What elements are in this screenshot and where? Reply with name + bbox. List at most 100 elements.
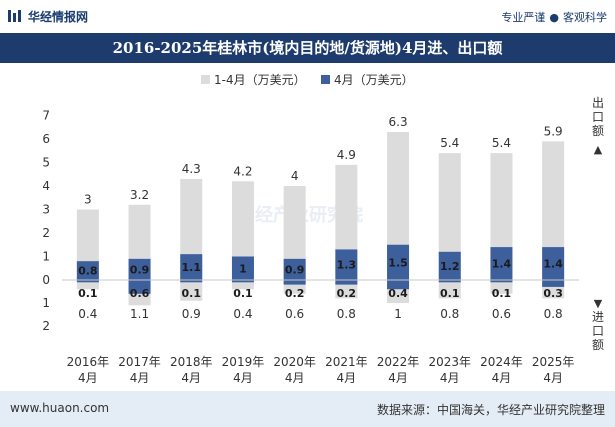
bullet-dot-icon: ●	[549, 11, 559, 24]
x-tick-label-month: 4月	[440, 371, 460, 385]
data-label-export-month: 1.4	[492, 258, 512, 271]
y-tick-label: 1	[42, 296, 50, 310]
data-label-export-month: 0.8	[78, 265, 98, 278]
bar-export-month	[128, 258, 151, 280]
x-tick-label-year: 2023年	[428, 355, 471, 369]
bar-export-cumulative	[542, 141, 565, 280]
bar-import-month	[387, 280, 410, 290]
bar-export-month	[490, 247, 513, 280]
data-label-export-cumulative: 4	[291, 169, 299, 183]
title-bar: 2016-2025年桂林市(境内目的地/货源地)4月进、出口额	[0, 33, 615, 63]
brand-name: 华经情报网	[28, 10, 89, 24]
data-label-import-month: 0.6	[130, 287, 150, 300]
bar-export-month	[283, 258, 306, 280]
data-label-export-cumulative: 3.2	[130, 188, 149, 202]
data-label-import-month: 0.2	[337, 287, 357, 300]
x-tick-label-year: 2018年	[170, 355, 213, 369]
data-label-import-month: 0.2	[285, 287, 305, 300]
bar-import-cumulative	[180, 280, 203, 301]
x-tick-label-month: 4月	[78, 371, 98, 385]
y-tick-label: 4	[42, 179, 50, 193]
bar-chart: 华经产业研究院1-4月（万美元）4月（万美元）0123456712出口额▲▼进口…	[42, 73, 604, 385]
x-tick-label-year: 2017年	[118, 355, 161, 369]
y-tick-label: 6	[42, 132, 50, 146]
footer-bar: www.huaon.com 数据来源：中国海关，华经产业研究院整理	[0, 391, 615, 427]
bar-export-cumulative	[387, 131, 410, 280]
footer-source: 数据来源：中国海关，华经产业研究院整理	[376, 403, 605, 417]
legend-label-month: 4月（万美元）	[334, 73, 414, 87]
side-label-import-char: 进	[592, 310, 604, 324]
side-label-export-char: 出	[592, 96, 604, 110]
x-tick-label-year: 2019年	[222, 355, 265, 369]
data-label-export-month: 1.1	[182, 261, 202, 274]
tagline-right: 客观科学	[563, 11, 607, 24]
x-tick-label-month: 4月	[337, 371, 357, 385]
data-label-import-month: 0.4	[388, 287, 408, 300]
y-tick-label: 2	[42, 226, 50, 240]
chart-title: 2016-2025年桂林市(境内目的地/货源地)4月进、出口额	[112, 39, 503, 57]
bar-import-cumulative	[490, 280, 513, 294]
bar-import-cumulative	[231, 280, 254, 290]
bar-import-month	[283, 280, 306, 285]
y-tick-label: 3	[42, 203, 50, 217]
data-label-import-cumulative: 0.6	[492, 307, 511, 321]
tagline-left: 专业严谨	[501, 11, 546, 24]
side-label-import-char: 口	[592, 324, 604, 338]
data-label-import-cumulative: 0.8	[544, 307, 563, 321]
side-label-export-char: 口	[592, 110, 604, 124]
bar-export-month	[335, 249, 358, 280]
arrow-up-icon: ▲	[594, 143, 603, 156]
bar-import-month	[335, 280, 358, 285]
data-label-import-cumulative: 0.4	[78, 307, 97, 321]
bar-import-cumulative	[438, 280, 461, 299]
bar-export-month	[542, 247, 565, 280]
data-label-import-cumulative: 0.6	[285, 307, 304, 321]
data-label-export-month: 0.9	[130, 263, 150, 276]
bar-export-cumulative	[438, 153, 461, 280]
legend-label-cumulative: 1-4月（万美元）	[214, 73, 306, 87]
data-label-import-month: 0.1	[492, 287, 512, 300]
bar-import-month	[128, 280, 151, 294]
x-tick-label-month: 4月	[388, 371, 408, 385]
x-tick-label-month: 4月	[543, 371, 563, 385]
data-label-export-cumulative: 4.3	[182, 162, 201, 176]
data-label-export-cumulative: 5.4	[492, 136, 511, 150]
y-tick-label: 7	[42, 109, 50, 123]
data-label-export-month: 1	[239, 262, 247, 275]
bar-import-month	[490, 280, 513, 283]
data-label-export-month: 1.5	[388, 256, 408, 269]
x-tick-label-year: 2022年	[377, 355, 420, 369]
data-label-import-month: 0.1	[233, 287, 253, 300]
data-label-import-cumulative: 0.9	[182, 307, 201, 321]
tagline: 专业严谨 ● 客观科学	[501, 9, 607, 25]
x-tick-label-month: 4月	[492, 371, 512, 385]
data-label-export-cumulative: 4.9	[337, 148, 356, 162]
data-label-export-month: 1.4	[543, 258, 563, 271]
bar-import-month	[231, 280, 254, 283]
x-tick-label-year: 2016年	[67, 355, 110, 369]
data-label-import-month: 0.1	[78, 287, 98, 300]
side-label-import-char: 额	[592, 338, 604, 352]
x-tick-label-month: 4月	[130, 371, 150, 385]
bar-export-month	[180, 254, 203, 280]
x-tick-label-year: 2025年	[532, 355, 575, 369]
y-tick-label: 5	[42, 156, 50, 170]
data-label-export-cumulative: 5.9	[544, 124, 563, 138]
x-tick-label-month: 4月	[181, 371, 201, 385]
data-label-import-cumulative: 0.4	[233, 307, 252, 321]
bar-export-month	[438, 251, 461, 280]
x-tick-label-month: 4月	[233, 371, 253, 385]
y-tick-label: 0	[42, 273, 50, 287]
top-bar: 华经情报网 专业严谨 ● 客观科学	[0, 0, 615, 33]
bar-import-month	[180, 280, 203, 283]
x-tick-label-year: 2024年	[480, 355, 523, 369]
bar-export-month	[387, 244, 410, 280]
side-label-export-char: 额	[592, 124, 604, 138]
data-label-import-cumulative: 1.1	[130, 307, 149, 321]
data-label-export-month: 1.2	[440, 260, 460, 273]
data-label-export-cumulative: 6.3	[389, 115, 408, 129]
bar-import-month	[438, 280, 461, 283]
x-tick-label-year: 2021年	[325, 355, 368, 369]
brand: 华经情报网	[8, 8, 88, 25]
